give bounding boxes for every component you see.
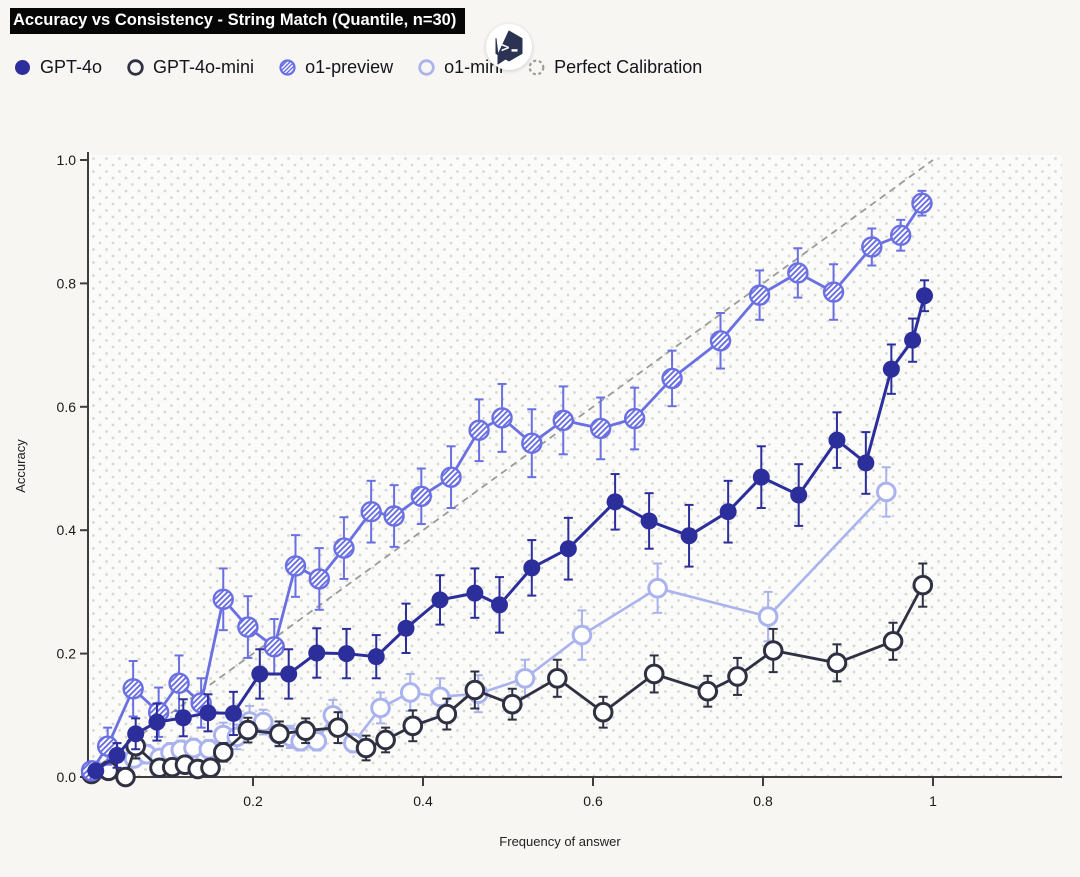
- axes: 0.0 0.2 0.4 0.6 0.8 1.0 0.2 0.4 0.6 0.8 1 Frequency…: [13, 152, 1062, 849]
- cursor-glyph: >: [501, 40, 509, 56]
- legend-item-gpt-4o: GPT-4o: [13, 57, 102, 78]
- y-tick-label: 0.0: [57, 769, 77, 785]
- y-tick-label: 0.6: [57, 399, 77, 415]
- x-tick-label: 0.6: [583, 793, 603, 809]
- series-perfect-calibration: [92, 159, 934, 771]
- x-tick-label: 1: [929, 793, 937, 809]
- y-tick-label: 1.0: [57, 152, 77, 168]
- x-tick-label: 0.2: [243, 793, 263, 809]
- legend-item-o1-mini: o1-mini: [417, 57, 503, 78]
- gpt-4o-mini-marker-icon: [127, 58, 144, 76]
- o1-preview-marker-icon: [279, 58, 296, 76]
- x-axis-label: Frequency of answer: [499, 834, 621, 849]
- plot-area: [88, 155, 1062, 777]
- legend-label-gpt-4o-mini: GPT-4o-mini: [153, 56, 255, 77]
- cursor-badge[interactable]: >: [486, 24, 532, 70]
- chart-title: Accuracy vs Consistency - String Match (…: [10, 8, 466, 34]
- legend-label-gpt-4o: GPT-4o: [40, 56, 103, 77]
- legend-item-gpt-4o-mini: GPT-4o-mini: [126, 57, 254, 78]
- legend-item-o1-preview: o1-preview: [278, 57, 393, 78]
- chart-legend: GPT-4o GPT-4o-mini o1-preview o1-mini Perfec…: [13, 51, 702, 83]
- x-tick-label: 0.4: [413, 793, 433, 809]
- gpt-4o-marker-icon: [15, 59, 30, 75]
- legend-item-perfect-calibration: Perfect Calibration: [527, 57, 702, 78]
- y-axis-label: Accuracy: [13, 439, 28, 493]
- series-gpt-4o-mini: [81, 562, 934, 788]
- legend-label-o1-mini: o1-mini: [444, 56, 504, 77]
- legend-label-perfect-calibration: Perfect Calibration: [554, 56, 703, 77]
- y-tick-label: 0.4: [57, 522, 77, 538]
- o1-mini-marker-icon: [418, 58, 435, 76]
- series-o1-preview: [80, 189, 933, 782]
- hexagon-code-cursor-icon: >: [495, 30, 523, 65]
- y-tick-label: 0.8: [57, 275, 77, 291]
- x-tick-label: 0.8: [753, 793, 773, 809]
- series-gpt-4o: [87, 279, 933, 780]
- perfect-calibration-marker-icon: [528, 59, 545, 75]
- legend-label-o1-preview: o1-preview: [305, 56, 394, 77]
- y-tick-label: 0.2: [57, 646, 77, 662]
